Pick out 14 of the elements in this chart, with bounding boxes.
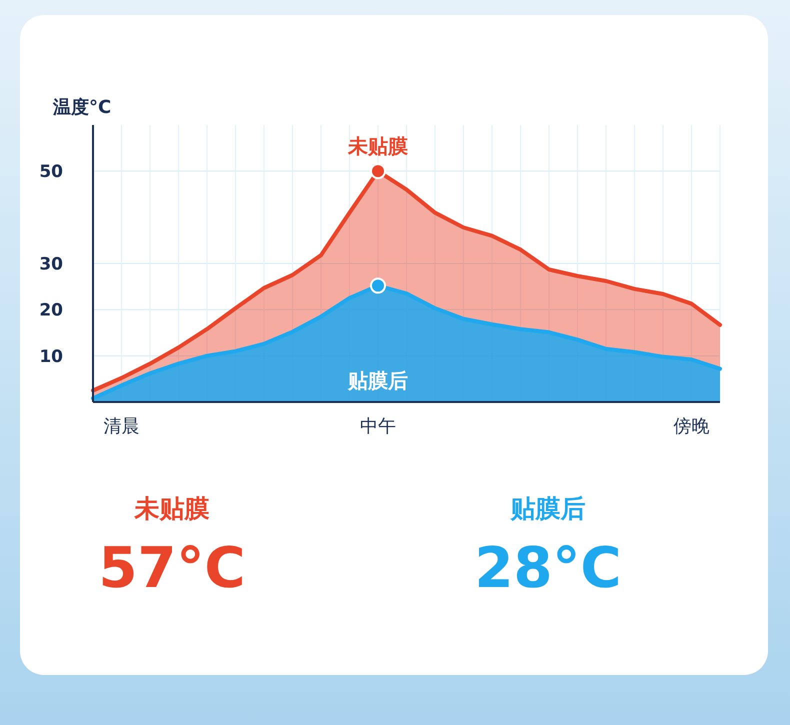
y-axis-title: 温度°C: [52, 97, 112, 118]
text: 未贴膜: [134, 494, 210, 523]
y-tick-label: 10: [39, 346, 64, 367]
y-tick-label: 30: [39, 254, 64, 274]
series-label: 贴膜后: [347, 368, 408, 393]
text: 28°C: [474, 536, 622, 601]
x-tick-label: 傍晚: [674, 416, 710, 437]
text: 57°C: [98, 536, 246, 601]
y-tick-label: 20: [39, 300, 64, 321]
y-tick-label: 50: [39, 162, 64, 182]
x-tick-label: 中午: [360, 416, 396, 437]
text: 贴膜后: [510, 494, 586, 523]
x-tick-label: 清晨: [104, 416, 140, 437]
series-label: 未贴膜: [347, 134, 408, 158]
